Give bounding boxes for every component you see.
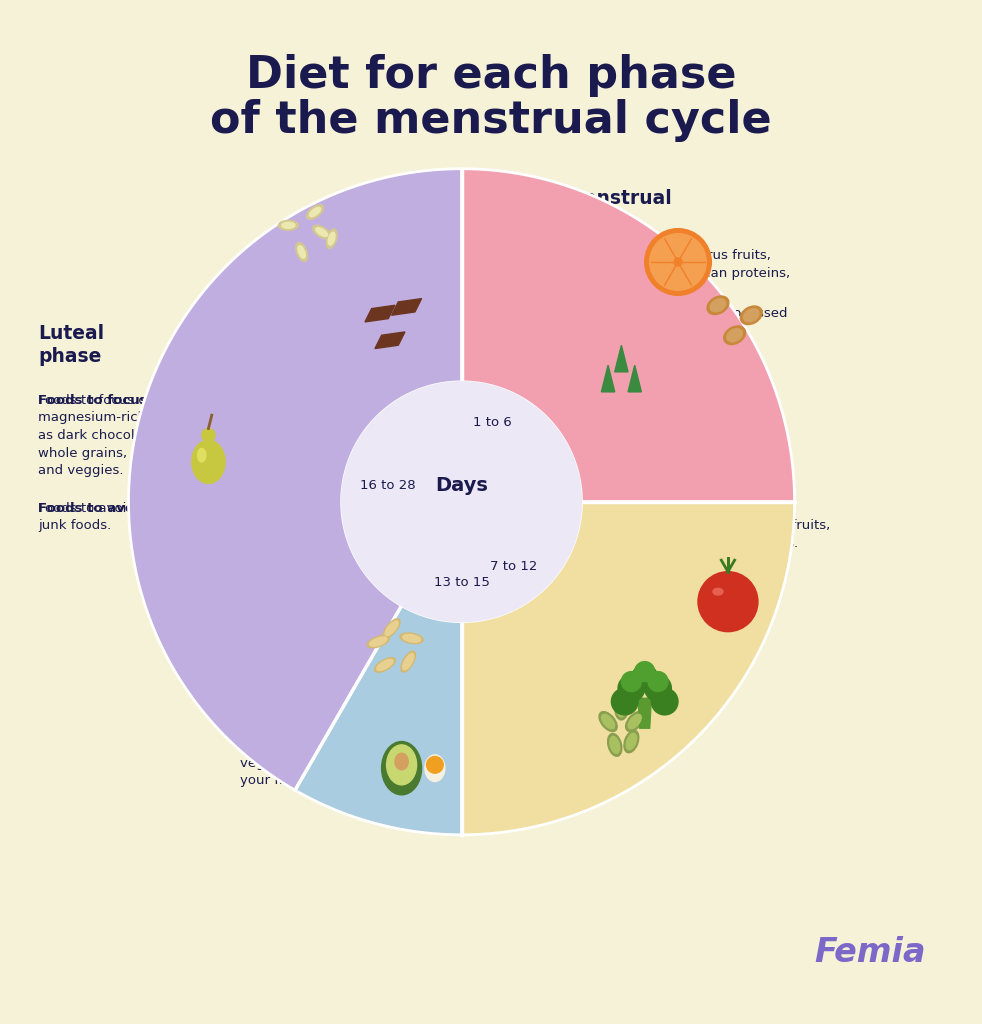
Ellipse shape	[610, 736, 620, 754]
Ellipse shape	[617, 699, 626, 717]
Text: Foods to focus on: fresh fruits,
veggies, nuts, and seeds.: Foods to focus on: fresh fruits, veggies…	[628, 519, 830, 550]
Ellipse shape	[369, 637, 387, 646]
Ellipse shape	[298, 246, 305, 258]
Ellipse shape	[309, 207, 321, 217]
Circle shape	[645, 228, 711, 295]
Circle shape	[634, 662, 655, 682]
Circle shape	[631, 665, 658, 691]
Polygon shape	[615, 345, 628, 372]
Text: Foods to focus on: citrus fruits,
leafy greens, meat, lean proteins,
and whole g: Foods to focus on: citrus fruits, leafy …	[565, 249, 791, 297]
Circle shape	[618, 675, 645, 701]
Polygon shape	[638, 698, 651, 728]
Ellipse shape	[296, 243, 307, 261]
Ellipse shape	[403, 634, 420, 642]
Polygon shape	[129, 169, 462, 791]
Text: Menstrual
phase: Menstrual phase	[565, 189, 672, 230]
Ellipse shape	[328, 232, 335, 245]
Text: Femia: Femia	[814, 936, 926, 969]
Polygon shape	[462, 502, 794, 835]
Text: Foods to focus on:: Foods to focus on:	[628, 519, 766, 532]
Ellipse shape	[710, 299, 726, 312]
Polygon shape	[462, 169, 794, 502]
Ellipse shape	[395, 754, 409, 770]
Ellipse shape	[197, 449, 206, 462]
Ellipse shape	[724, 326, 745, 344]
Circle shape	[426, 757, 443, 773]
Ellipse shape	[282, 222, 295, 228]
Circle shape	[612, 688, 638, 715]
Ellipse shape	[713, 589, 723, 595]
Text: Foods to focus on:: Foods to focus on:	[38, 394, 176, 407]
Circle shape	[622, 672, 641, 691]
Text: Foods to focus on: avocados, eggs,
high-protein foods such as lean
meats and tof: Foods to focus on: avocados, eggs, high-…	[240, 705, 476, 787]
Text: Follicular
phase: Follicular phase	[628, 459, 726, 501]
Ellipse shape	[385, 621, 398, 636]
Text: Luteal
phase: Luteal phase	[38, 324, 104, 366]
Ellipse shape	[191, 440, 225, 483]
Ellipse shape	[382, 741, 421, 795]
Circle shape	[645, 675, 672, 701]
Ellipse shape	[401, 651, 415, 672]
Text: Foods to avoid:: Foods to avoid:	[38, 502, 153, 515]
Ellipse shape	[707, 296, 729, 314]
Ellipse shape	[403, 653, 413, 670]
Ellipse shape	[626, 712, 644, 731]
Ellipse shape	[743, 308, 759, 322]
Text: Foods to avoid:: Foods to avoid:	[565, 307, 681, 319]
Text: Foods to focus on:: Foods to focus on:	[565, 249, 703, 262]
Ellipse shape	[316, 227, 328, 237]
Text: Days: Days	[435, 475, 488, 495]
Text: 13 to 15: 13 to 15	[434, 575, 489, 589]
Ellipse shape	[400, 633, 423, 644]
Circle shape	[650, 233, 706, 290]
Ellipse shape	[383, 618, 400, 638]
Polygon shape	[375, 332, 405, 348]
Polygon shape	[342, 382, 581, 622]
Polygon shape	[365, 305, 395, 322]
Ellipse shape	[326, 229, 337, 249]
Text: Foods to avoid: heavy, processed
foods, and fizzy drinks.: Foods to avoid: heavy, processed foods, …	[565, 307, 788, 338]
Ellipse shape	[425, 755, 445, 781]
Ellipse shape	[740, 306, 762, 325]
Ellipse shape	[599, 712, 617, 731]
Ellipse shape	[602, 715, 615, 729]
Circle shape	[698, 571, 758, 632]
Ellipse shape	[377, 659, 393, 671]
Ellipse shape	[201, 428, 215, 441]
Text: 7 to 12: 7 to 12	[490, 560, 537, 573]
Ellipse shape	[627, 733, 636, 750]
Text: of the menstrual cycle: of the menstrual cycle	[210, 99, 772, 142]
Text: Foods to focus on: high-fiber carbs,
magnesium-rich foods such
as dark chocolate: Foods to focus on: high-fiber carbs, mag…	[38, 394, 273, 477]
Ellipse shape	[278, 220, 299, 230]
Ellipse shape	[615, 696, 628, 720]
Ellipse shape	[624, 730, 639, 753]
Text: 16 to 28: 16 to 28	[360, 478, 416, 492]
Circle shape	[674, 258, 682, 266]
Ellipse shape	[628, 715, 641, 729]
Ellipse shape	[367, 636, 390, 648]
Circle shape	[648, 672, 668, 691]
Text: Diet for each phase: Diet for each phase	[246, 54, 736, 97]
Text: Foods to avoid: processed
junk foods.: Foods to avoid: processed junk foods.	[38, 502, 211, 532]
Ellipse shape	[387, 744, 416, 784]
Polygon shape	[295, 605, 462, 835]
Ellipse shape	[727, 329, 742, 342]
Ellipse shape	[306, 205, 323, 219]
Circle shape	[651, 688, 678, 715]
Ellipse shape	[374, 657, 396, 672]
Text: Foods to focus on:: Foods to focus on:	[240, 705, 378, 717]
Text: Ovulation
phase: Ovulation phase	[240, 644, 342, 686]
Ellipse shape	[608, 733, 622, 757]
Polygon shape	[601, 366, 615, 392]
Polygon shape	[628, 366, 641, 392]
Polygon shape	[392, 299, 421, 315]
Ellipse shape	[313, 225, 331, 239]
Text: 1 to 6: 1 to 6	[473, 416, 512, 428]
